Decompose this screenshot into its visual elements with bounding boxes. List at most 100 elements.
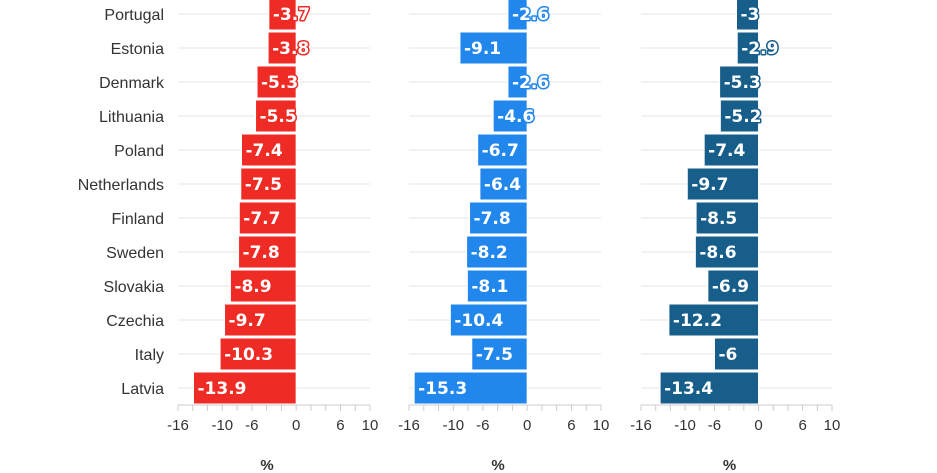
- data-label: -3.8: [272, 39, 309, 59]
- bar: [255, 99, 297, 133]
- chart-panel: -16 -10 -6 0 6 10% -2.6 -9.1 -2.6 -4.6 -6.7 -6.4 -7.…: [398, 0, 609, 473]
- bar: [449, 303, 528, 337]
- category-label: Netherlands: [78, 177, 164, 194]
- data-label: -12.2: [673, 311, 722, 331]
- x-tick-label: 10: [824, 417, 841, 434]
- bar: [240, 167, 297, 201]
- bar: [668, 303, 760, 337]
- data-label: -9.7: [691, 175, 728, 195]
- category-label: Czechia: [106, 313, 164, 330]
- x-axis-title: %: [723, 457, 736, 473]
- data-label: -15.3: [418, 379, 467, 399]
- data-label: -4.6: [497, 107, 534, 127]
- data-label: -7.8: [243, 243, 280, 263]
- data-label: -2.6: [512, 5, 549, 25]
- bar: [507, 0, 528, 31]
- data-label: -5.2: [724, 107, 761, 127]
- bar: [267, 31, 297, 65]
- bar: [466, 235, 528, 269]
- bar: [238, 235, 297, 269]
- x-tick-label: -16: [167, 417, 189, 434]
- category-label: Slovakia: [104, 279, 165, 296]
- data-label: -6.7: [482, 141, 519, 161]
- category-label: Estonia: [111, 41, 164, 58]
- data-label: -6: [718, 345, 737, 365]
- category-label: Italy: [135, 347, 164, 364]
- data-label: -5.5: [260, 107, 297, 127]
- bar: [736, 31, 760, 65]
- chart-panels: -16 -10 -6 0 6 10% -3.7 -3.8 -5.3 -5.5 -7.4 -7.5 -7.…: [167, 0, 840, 473]
- chart-panel: -16 -10 -6 0 6 10% -3.7 -3.8 -5.3 -5.5 -7.4 -7.5 -7.…: [167, 0, 378, 473]
- bar: [694, 235, 760, 269]
- bar: [238, 201, 297, 235]
- bar: [469, 201, 528, 235]
- bar: [241, 133, 297, 167]
- category-label: Sweden: [106, 245, 164, 262]
- x-tick-label: -6: [245, 417, 258, 434]
- bar: [256, 65, 297, 99]
- x-axis-title: %: [260, 457, 273, 473]
- bar: [507, 65, 528, 99]
- data-label: -13.9: [198, 379, 247, 399]
- bar: [477, 133, 528, 167]
- category-label: Latvia: [121, 381, 164, 398]
- x-tick-label: 6: [567, 417, 575, 434]
- data-label: -5.3: [261, 73, 298, 93]
- bar: [219, 337, 297, 371]
- bar: [224, 303, 297, 337]
- bar: [713, 337, 760, 371]
- category-label: Denmark: [99, 75, 165, 92]
- data-label: -9.7: [229, 311, 266, 331]
- x-tick-label: -16: [398, 417, 420, 434]
- x-tick-label: -16: [630, 417, 652, 434]
- bar: [479, 167, 528, 201]
- data-label: -3: [741, 5, 760, 25]
- x-tick-label: 0: [292, 417, 300, 434]
- x-tick-label: 0: [523, 417, 531, 434]
- bar: [736, 0, 760, 31]
- data-label: -7.4: [708, 141, 745, 161]
- data-label: -6.9: [712, 277, 749, 297]
- bar: [695, 201, 760, 235]
- data-label: -3.7: [273, 5, 310, 25]
- x-tick-label: 6: [336, 417, 344, 434]
- x-tick-label: 10: [362, 417, 379, 434]
- bar: [466, 269, 528, 303]
- data-label: -6.4: [484, 175, 521, 195]
- data-label: -8.6: [699, 243, 736, 263]
- x-tick-label: -6: [476, 417, 489, 434]
- category-label: Poland: [114, 143, 164, 160]
- data-label: -8.9: [234, 277, 271, 297]
- data-label: -8.2: [471, 243, 508, 263]
- bar: [707, 269, 760, 303]
- category-label: Finland: [112, 211, 164, 228]
- x-axis-title: %: [491, 457, 504, 473]
- bar: [719, 65, 760, 99]
- x-tick-label: 6: [798, 417, 806, 434]
- data-label: -10.4: [454, 311, 503, 331]
- bar: [459, 31, 528, 65]
- data-label: -7.4: [246, 141, 283, 161]
- data-label: -7.8: [474, 209, 511, 229]
- x-tick-label: 10: [593, 417, 610, 434]
- bar: [413, 371, 528, 405]
- bar: [229, 269, 297, 303]
- data-label: -2.9: [741, 39, 778, 59]
- bar: [492, 99, 528, 133]
- x-tick-label: -6: [708, 417, 721, 434]
- bar: [719, 99, 760, 133]
- bar: [268, 0, 297, 31]
- data-label: -8.5: [700, 209, 737, 229]
- data-label: -7.5: [245, 175, 282, 195]
- category-labels: Portugal Estonia Denmark Lithuania Poland Net…: [78, 7, 165, 398]
- data-label: -10.3: [224, 345, 273, 365]
- x-tick-label: -10: [674, 417, 696, 434]
- x-tick-label: -10: [442, 417, 464, 434]
- bar: [193, 371, 297, 405]
- chart-panel: -16 -10 -6 0 6 10% -3 -2.9 -5.3 -5.2 -7.4 -9.7 -8.5 -…: [630, 0, 840, 473]
- x-tick-label: -10: [211, 417, 233, 434]
- data-label: -8.1: [471, 277, 508, 297]
- data-label: -2.6: [512, 73, 549, 93]
- data-label: -13.4: [664, 379, 713, 399]
